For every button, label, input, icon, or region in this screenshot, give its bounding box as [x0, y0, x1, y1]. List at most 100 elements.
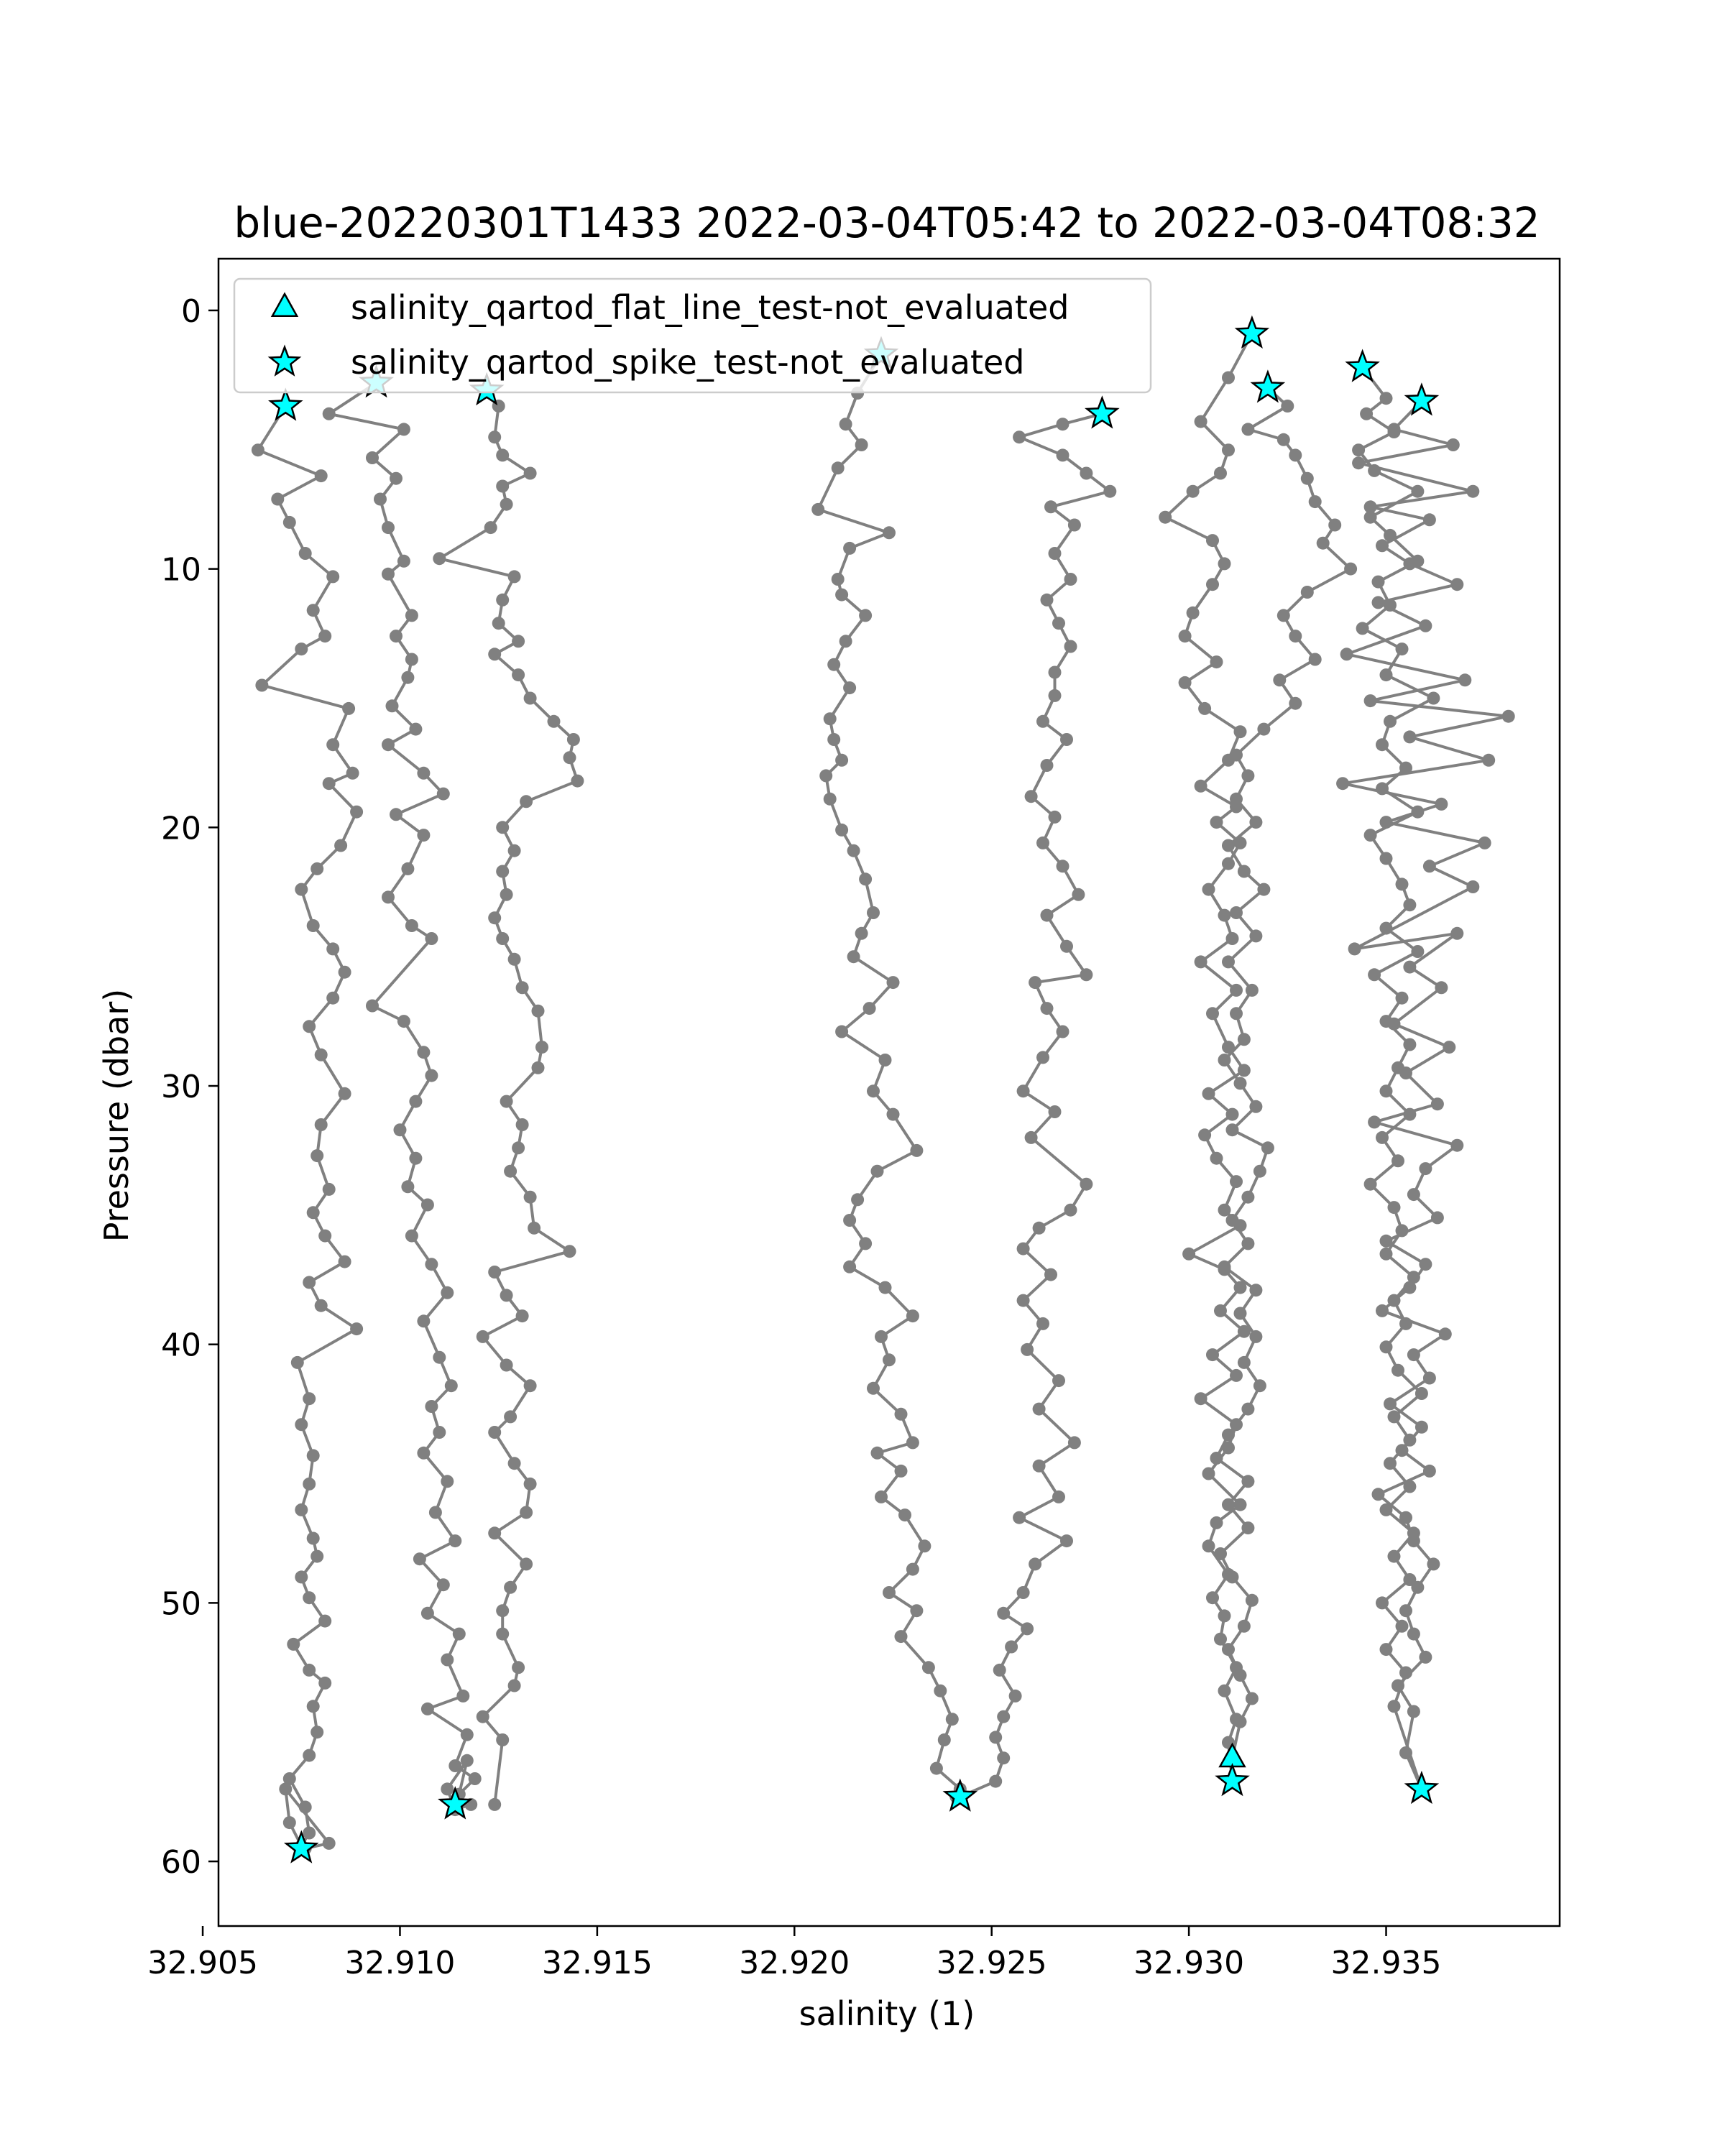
profile-point [1249, 816, 1263, 829]
profile-point [390, 471, 402, 485]
profile-point [425, 1400, 438, 1413]
profile-point [382, 521, 395, 535]
profile-point [1300, 471, 1314, 485]
profile-point [366, 451, 379, 464]
x-tick-label: 32.920 [739, 1945, 850, 1981]
profile-point [1241, 1237, 1255, 1250]
profile-point [1407, 1705, 1420, 1718]
profile-point [322, 1182, 336, 1196]
profile-point [1340, 648, 1353, 661]
profile-point [1245, 983, 1259, 997]
profile-point [314, 469, 328, 483]
profile-point [310, 1726, 324, 1739]
profile-point [571, 774, 584, 788]
profile-point [1048, 810, 1062, 824]
profile-point [847, 950, 860, 964]
profile-point [397, 1015, 410, 1028]
profile-point [1222, 1498, 1235, 1511]
profile-4 [811, 348, 967, 1804]
profile-point [1435, 981, 1448, 995]
profile-point [1233, 1498, 1247, 1511]
profile-point [326, 570, 340, 584]
profile-point [295, 883, 308, 896]
profile-point [823, 792, 837, 806]
x-axis-label: salinity (1) [799, 1994, 975, 2033]
profile-point [531, 1004, 545, 1018]
profile-point [535, 1041, 548, 1054]
profile-point [496, 479, 510, 493]
profile-point [1395, 642, 1409, 656]
legend-triangle-icon [270, 292, 299, 318]
profile-point [1210, 655, 1223, 669]
profile-point [1368, 968, 1381, 982]
profile-point [823, 712, 837, 726]
profile-point [1336, 777, 1350, 791]
profile-point [441, 1782, 454, 1796]
y-tick-label: 20 [161, 810, 201, 847]
profile-point [1036, 836, 1049, 849]
profile-point [1194, 415, 1208, 428]
profile-point [1403, 730, 1417, 744]
profile-point [515, 1118, 529, 1131]
profile-point [425, 932, 438, 945]
profile-point [819, 769, 833, 783]
x-tick-label: 32.910 [344, 1945, 455, 1981]
profile-point [870, 1164, 884, 1178]
profile-point [523, 1477, 537, 1491]
profile-point [1403, 960, 1417, 974]
profile-point [843, 681, 857, 695]
profile-point [1233, 1077, 1247, 1090]
profile-point [401, 1180, 415, 1194]
profile-point [1316, 536, 1330, 550]
profile-point [1072, 888, 1085, 901]
profile-point [507, 844, 521, 857]
profile-point [290, 1355, 304, 1369]
profile-point [1435, 797, 1448, 811]
profile-point [1230, 1007, 1243, 1021]
profile-point [1241, 1521, 1255, 1535]
profiles-layer [251, 327, 1515, 1856]
profile-8 [1352, 361, 1440, 1796]
x-tick-label: 32.935 [1331, 1945, 1442, 1981]
profile-point [295, 1503, 308, 1516]
profile-point [1281, 400, 1294, 413]
profile-point [1399, 1604, 1412, 1618]
profile-point [1222, 371, 1235, 384]
profile-point [886, 976, 900, 990]
profile-point [1308, 495, 1322, 509]
profile-point [342, 701, 356, 715]
profile-point [460, 1728, 474, 1741]
profile-point [484, 521, 497, 535]
profile-point [1040, 759, 1054, 772]
profile-point [1052, 1374, 1065, 1388]
profile-point [507, 570, 521, 584]
profile-point [921, 1661, 935, 1674]
profile-point [1403, 1573, 1417, 1586]
profile-point [1206, 534, 1219, 548]
profile-point [835, 1025, 849, 1038]
profile-point [1067, 518, 1081, 532]
profile-point [1407, 1627, 1420, 1641]
profile-point [1194, 779, 1208, 793]
profile-point [1056, 1025, 1070, 1038]
profile-point [298, 1800, 312, 1814]
profile-point [303, 1020, 316, 1033]
profile-point [1202, 1467, 1215, 1480]
profile-point [382, 890, 395, 904]
profile-point [855, 926, 868, 940]
profile-point [894, 1407, 908, 1421]
profile-point [1225, 1214, 1239, 1227]
profile-point [310, 1149, 324, 1163]
profile-point [1225, 1107, 1239, 1121]
profile-point [843, 1214, 857, 1227]
profile-point [496, 1604, 510, 1618]
profile-point [507, 1679, 521, 1692]
profile-point [1395, 991, 1409, 1005]
star-marker [438, 1786, 473, 1820]
profile-point [322, 777, 336, 791]
profile-point [1029, 1557, 1042, 1571]
profile-point [835, 588, 849, 602]
profile-point [496, 593, 510, 607]
profile-point [1419, 1162, 1432, 1176]
profile-point [295, 642, 308, 656]
